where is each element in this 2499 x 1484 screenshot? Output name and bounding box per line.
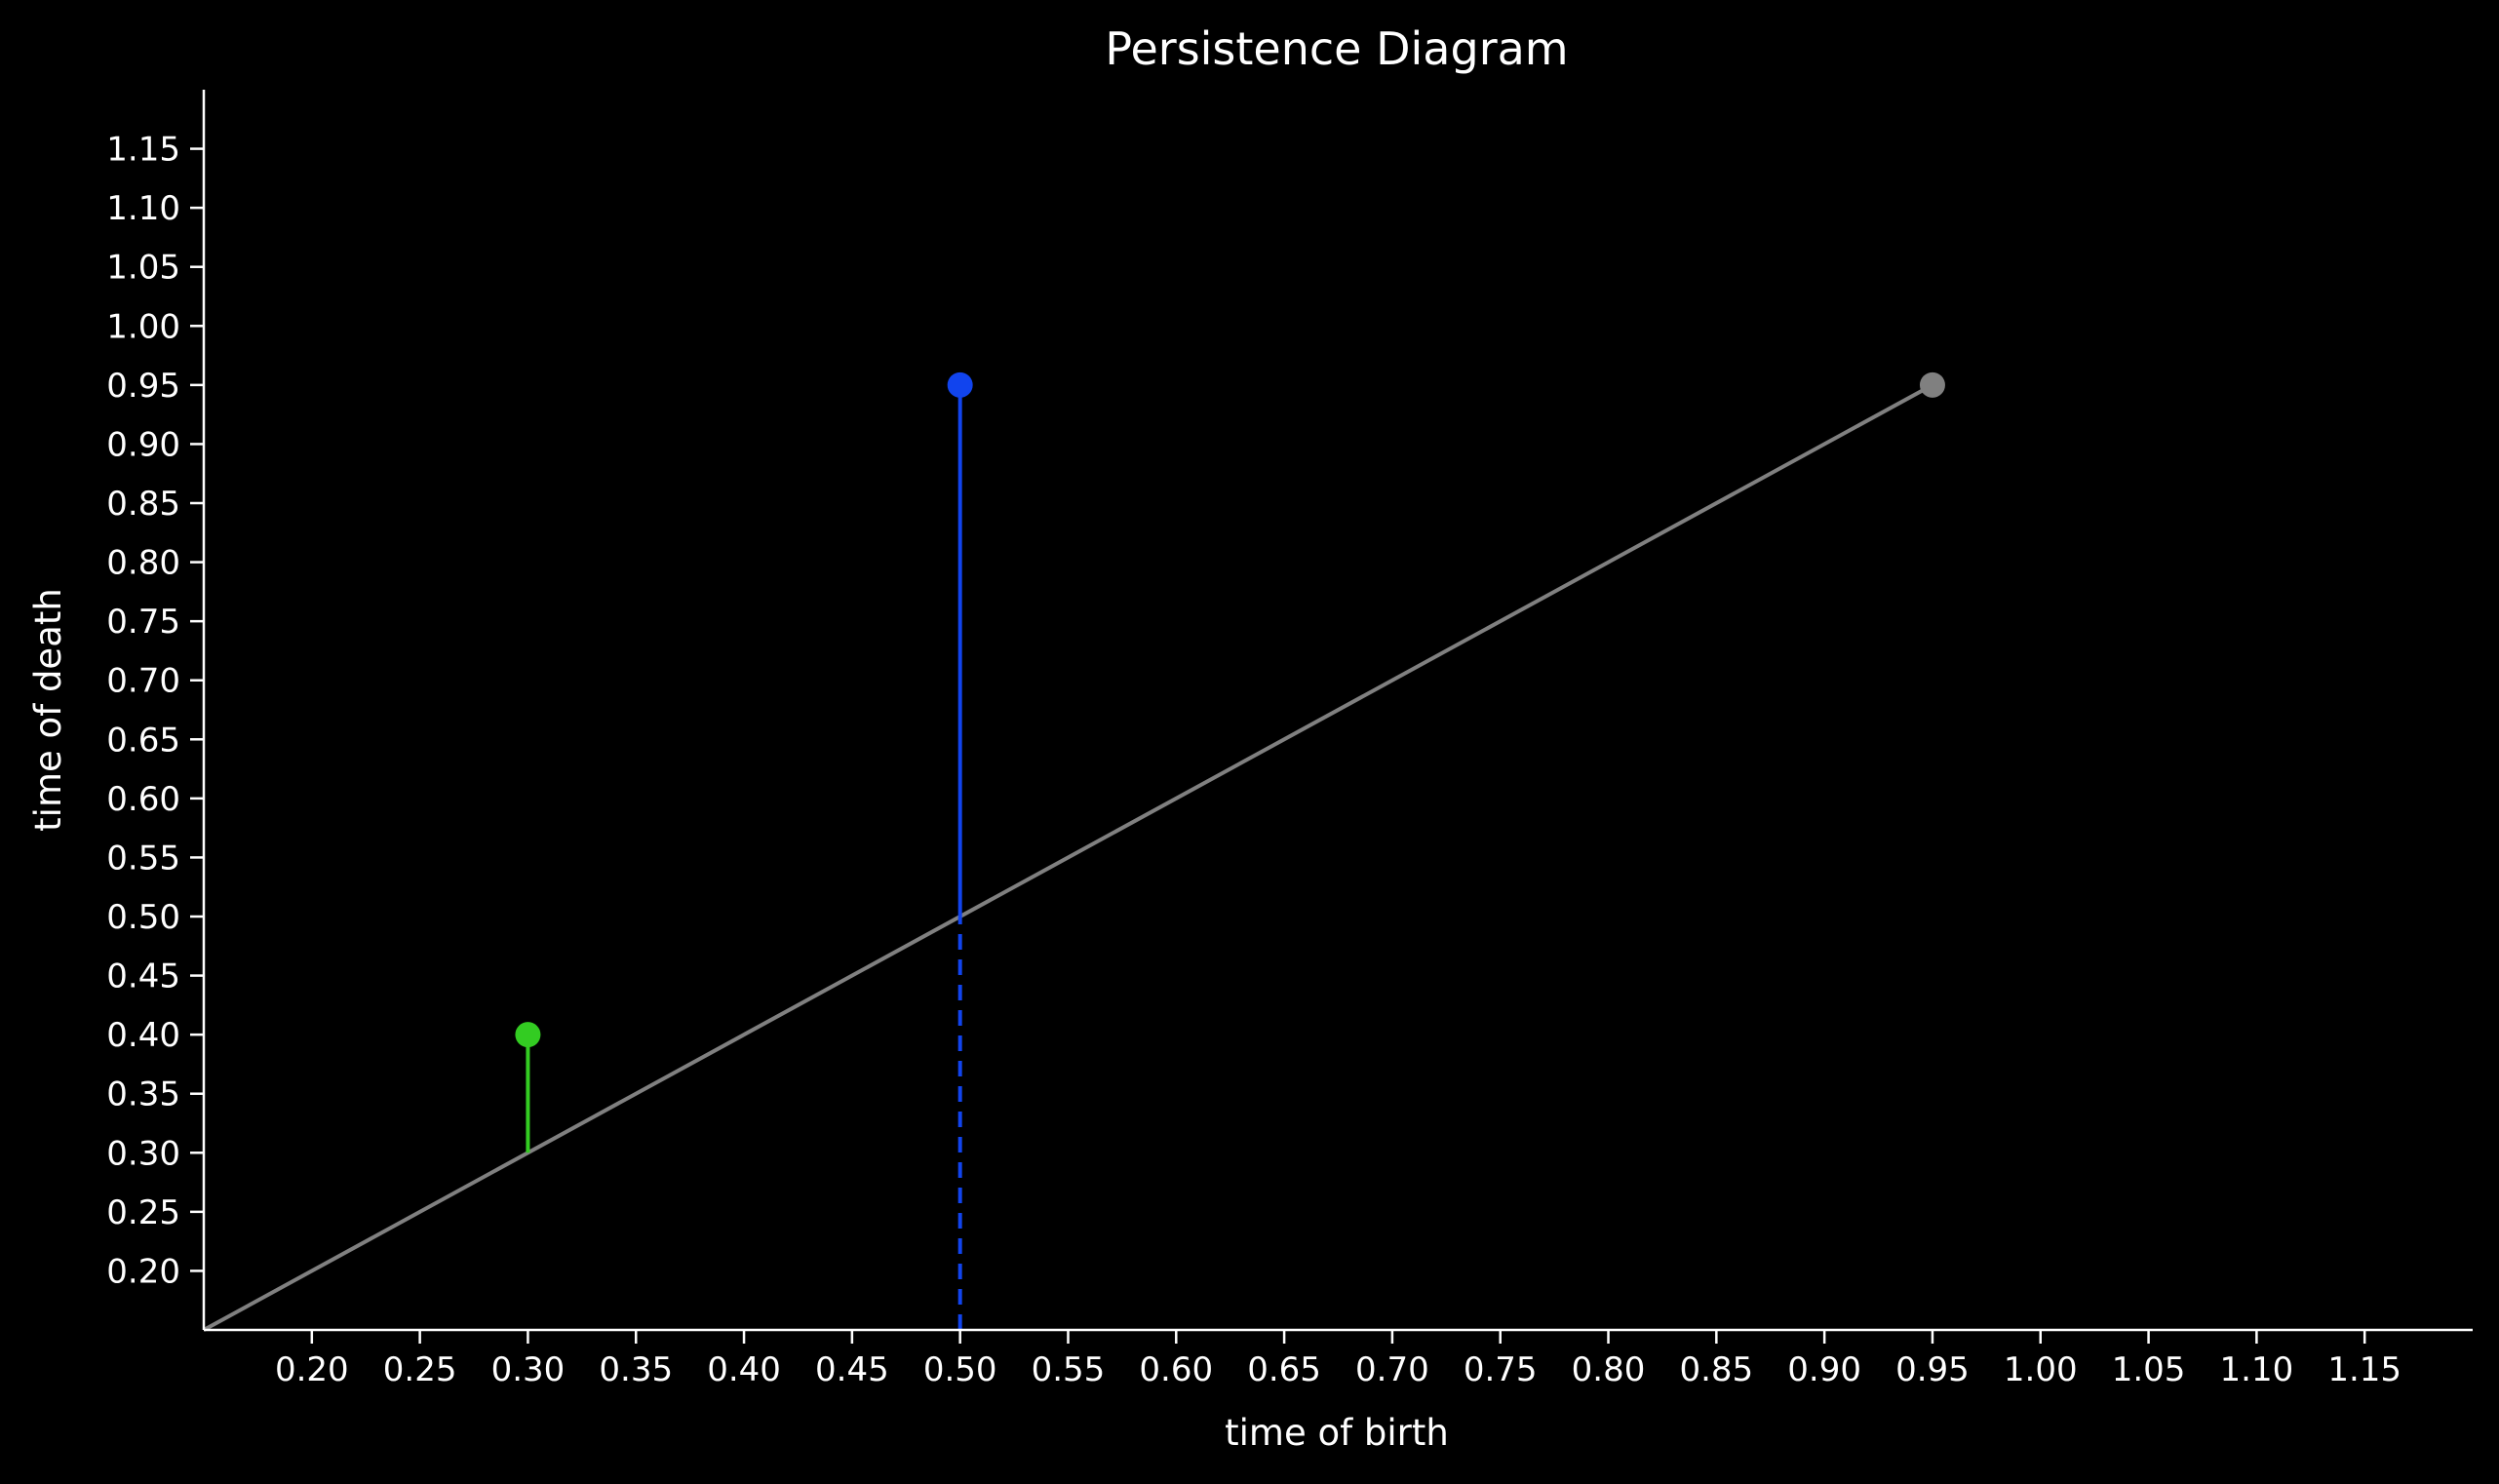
- x-tick-label: 1.10: [2220, 1350, 2294, 1389]
- x-tick-label: 0.40: [707, 1350, 781, 1389]
- x-tick-label: 0.75: [1464, 1350, 1538, 1389]
- diagonal-line: [203, 383, 1933, 1332]
- y-tick-label: 0.30: [106, 1134, 180, 1173]
- x-tick-label: 0.95: [1895, 1350, 1970, 1389]
- persistence-point: [1919, 371, 1945, 398]
- x-tick-label: 0.60: [1139, 1350, 1213, 1389]
- persistence-point: [515, 1022, 541, 1048]
- x-tick-label: 1.15: [2327, 1350, 2401, 1389]
- x-tick-label: 0.30: [491, 1350, 566, 1389]
- y-tick-label: 0.90: [106, 425, 180, 464]
- x-tick-label: 0.25: [383, 1350, 457, 1389]
- y-tick-label: 0.85: [106, 485, 180, 524]
- persistence-point: [947, 371, 973, 398]
- y-tick-label: 0.35: [106, 1075, 180, 1114]
- y-tick-label: 0.20: [106, 1252, 180, 1291]
- y-tick-label: 0.80: [106, 544, 180, 583]
- x-tick-label: 0.85: [1679, 1350, 1753, 1389]
- y-tick-label: 1.05: [106, 249, 180, 288]
- y-axis-label: time of death: [27, 588, 69, 832]
- x-tick-label: 0.90: [1787, 1350, 1861, 1389]
- x-tick-label: 0.20: [275, 1350, 349, 1389]
- y-tick-label: 0.75: [106, 603, 180, 642]
- y-tick-label: 1.00: [106, 307, 180, 346]
- x-axis-label: time of birth: [1225, 1412, 1449, 1454]
- y-tick-label: 0.55: [106, 839, 180, 878]
- x-tick-label: 0.55: [1032, 1350, 1106, 1389]
- y-tick-label: 0.45: [106, 957, 180, 996]
- x-tick-label: 1.05: [2112, 1350, 2186, 1389]
- chart-title: Persistence Diagram: [1105, 22, 1568, 75]
- y-tick-label: 0.95: [106, 367, 180, 406]
- y-tick-label: 0.70: [106, 662, 180, 701]
- y-tick-label: 0.65: [106, 721, 180, 760]
- y-tick-label: 1.15: [106, 131, 180, 170]
- y-tick-label: 0.25: [106, 1193, 180, 1232]
- y-tick-label: 0.60: [106, 780, 180, 819]
- x-tick-label: 0.35: [599, 1350, 673, 1389]
- y-tick-label: 0.50: [106, 898, 180, 937]
- y-tick-label: 0.40: [106, 1016, 180, 1055]
- axes: 0.20 0.25 0.30 0.35 0.40 0.45 0.50 0.55 0.60 0.65…: [106, 90, 2473, 1389]
- y-tick-label: 1.10: [106, 189, 180, 228]
- x-tick-label: 0.70: [1355, 1350, 1429, 1389]
- x-tick-label: 0.65: [1247, 1350, 1321, 1389]
- x-tick-label: 0.80: [1572, 1350, 1646, 1389]
- x-tick-label: 0.45: [815, 1350, 889, 1389]
- plot-area: [203, 371, 1945, 1332]
- x-tick-label: 0.50: [923, 1350, 997, 1389]
- x-tick-label: 1.00: [2004, 1350, 2078, 1389]
